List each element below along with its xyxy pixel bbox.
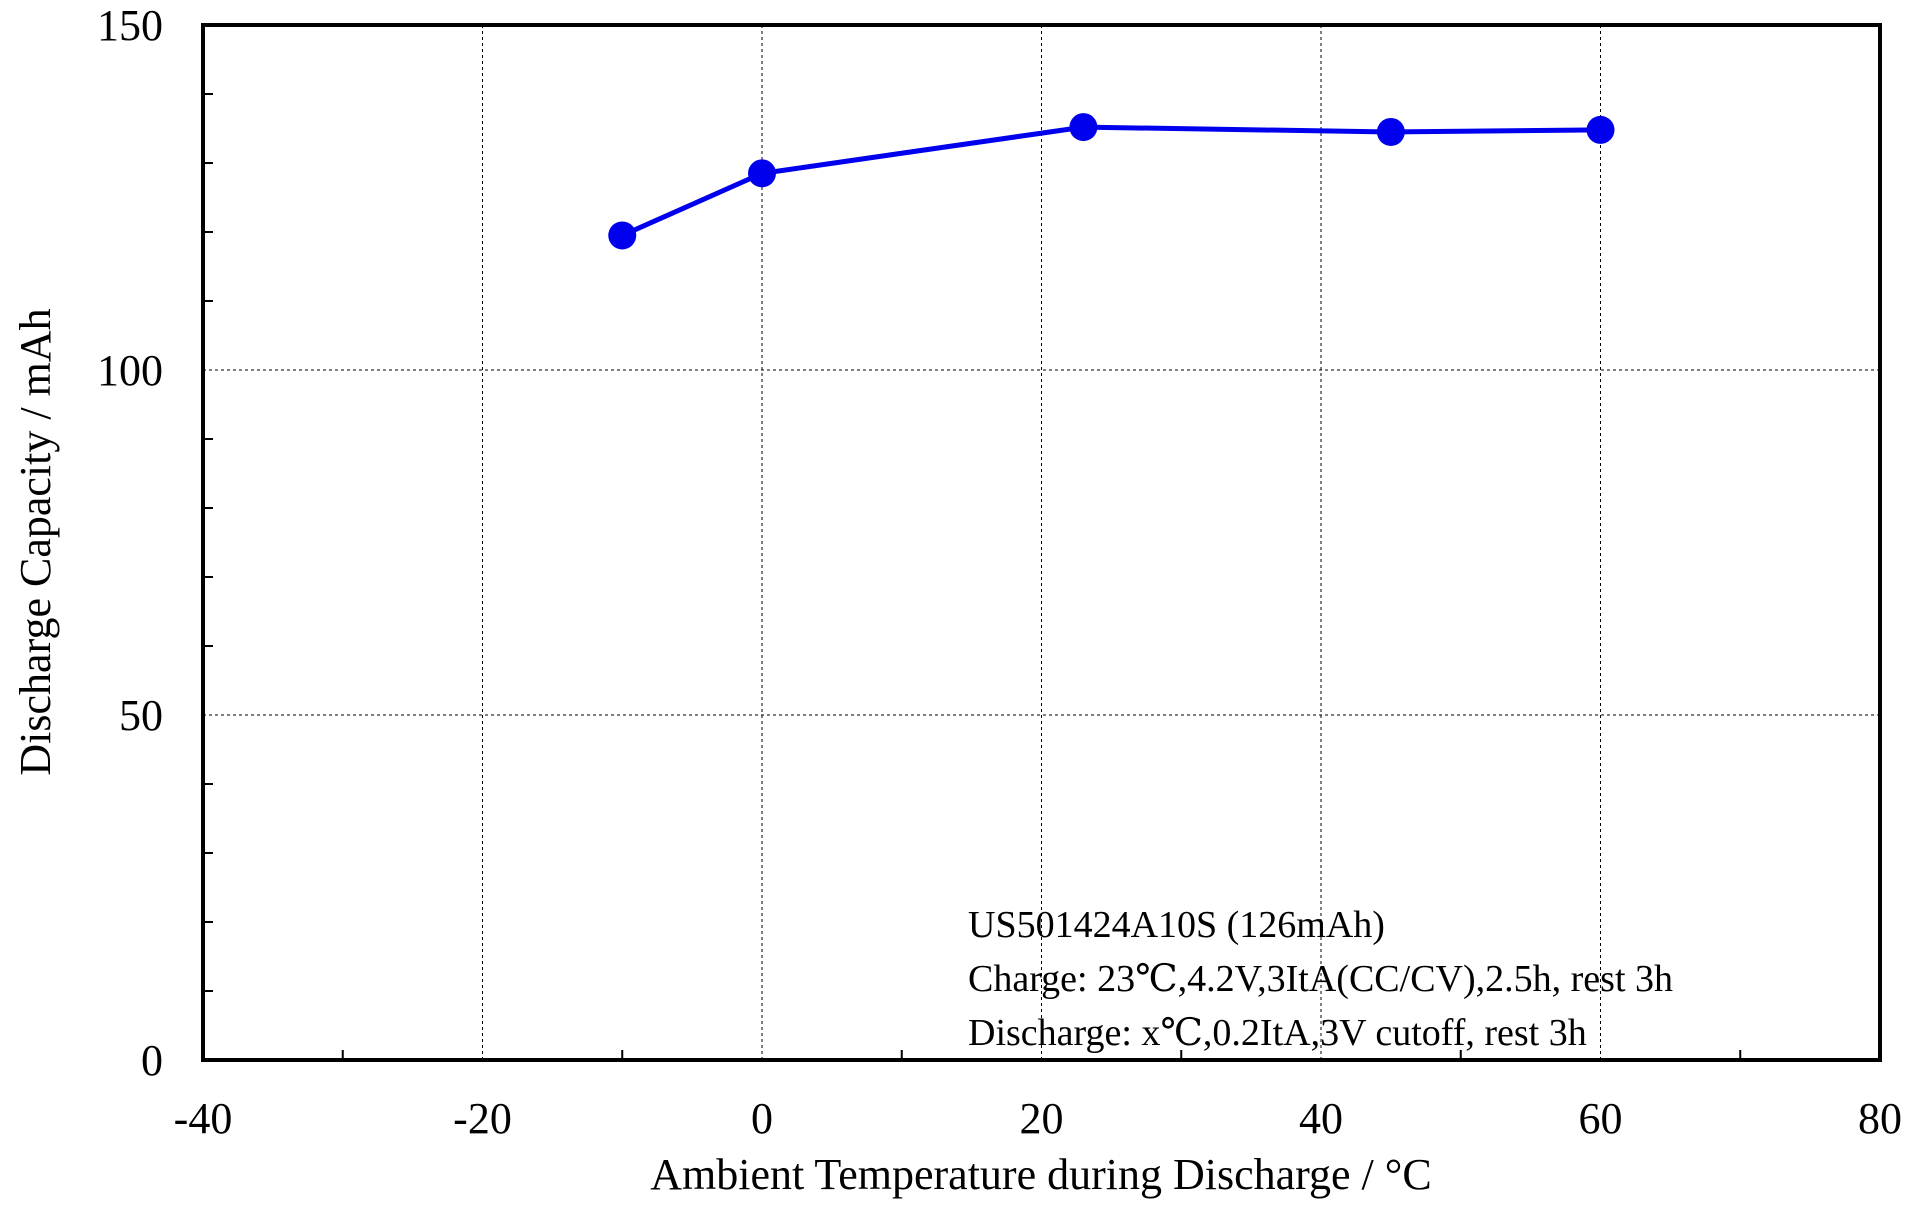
x-tick-label: 40 [1299, 1094, 1343, 1143]
y-tick-label: 50 [119, 691, 163, 740]
data-point [1069, 113, 1098, 142]
y-axis-title: Discharge Capacity / mAh [11, 308, 60, 775]
y-tick-label: 100 [97, 346, 163, 395]
x-tick-label: -20 [453, 1094, 512, 1143]
x-tick-labels: -40 -20 0 20 40 60 80 [174, 1094, 1902, 1143]
data-point [608, 221, 637, 250]
data-point [1586, 115, 1615, 144]
grid-lines [203, 25, 1880, 1060]
y-tick-labels: 0 50 100 150 [97, 1, 163, 1085]
x-tick-label: 80 [1858, 1094, 1902, 1143]
y-tick-label: 0 [141, 1036, 163, 1085]
data-point [748, 159, 776, 188]
y-tick-label: 150 [97, 1, 163, 50]
x-tick-label: -40 [174, 1094, 233, 1143]
plot-frame [201, 23, 1882, 1062]
annotation: US501424A10S (126mAh) Charge: 23℃,4.2V,3… [968, 904, 1673, 1054]
data-point [1376, 117, 1405, 146]
x-axis-title: Ambient Temperature during Discharge / °… [650, 1150, 1431, 1199]
annotation-line-model: US501424A10S (126mAh) [968, 904, 1385, 946]
series [608, 113, 1615, 250]
annotation-line-charge: Charge: 23℃,4.2V,3ItA(CC/CV),2.5h, rest … [968, 958, 1673, 1000]
annotation-line-discharge: Discharge: x℃,0.2ItA,3V cutoff, rest 3h [968, 1012, 1587, 1054]
x-tick-label: 60 [1579, 1094, 1623, 1143]
x-tick-label: 20 [1020, 1094, 1064, 1143]
x-tick-label: 0 [751, 1094, 773, 1143]
